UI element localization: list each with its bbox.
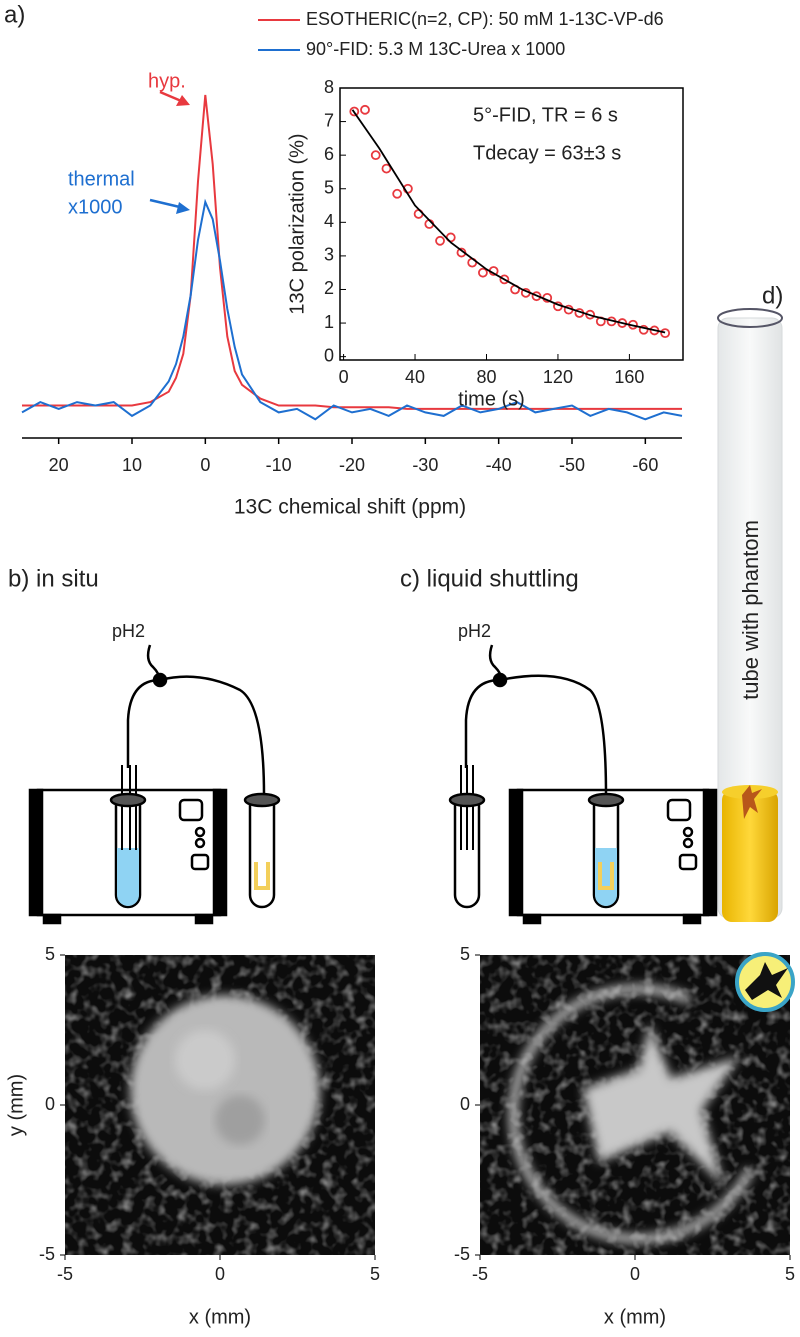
y-tick-label: 6 xyxy=(324,144,334,164)
legend-label: 90°-FID: 5.3 M 13C-Urea x 1000 xyxy=(306,39,565,59)
y-tick-label: 0 xyxy=(45,1094,55,1114)
annotation: thermal xyxy=(68,168,135,190)
fit-line xyxy=(351,109,666,334)
y-tick-label: 5 xyxy=(460,944,470,964)
annotation: hyp. xyxy=(148,70,186,92)
y-tick-label: -5 xyxy=(39,1244,55,1264)
annotation: Tdecay = 63±3 s xyxy=(473,142,621,164)
x-tick-label: -5 xyxy=(57,1264,73,1284)
y-tick-label: -5 xyxy=(454,1244,470,1264)
data-point xyxy=(370,150,381,161)
data-point xyxy=(499,274,510,285)
arrowhead xyxy=(176,95,190,106)
gas-label: pH2 xyxy=(112,621,145,641)
panel-label: b) in situ xyxy=(8,565,99,592)
y-axis-label: y (mm) xyxy=(5,1074,27,1136)
x-tick-label: 40 xyxy=(405,367,425,387)
x-tick-label: 0 xyxy=(339,367,349,387)
plot-frame xyxy=(339,87,684,361)
data-point xyxy=(392,188,403,199)
annotation: x1000 xyxy=(68,196,123,218)
mri-image xyxy=(480,952,795,1255)
tube-label: tube with phantom xyxy=(738,520,763,700)
x-tick-label: 10 xyxy=(122,455,142,475)
data-point xyxy=(435,235,445,246)
panel-label: a) xyxy=(4,1,25,28)
setup-diagram xyxy=(448,644,718,925)
y-tick-label: 5 xyxy=(324,177,334,197)
panel-label: c) liquid shuttling xyxy=(400,565,579,592)
x-tick-label: -5 xyxy=(472,1264,488,1284)
x-tick-label: 0 xyxy=(215,1264,225,1284)
x-tick-label: 20 xyxy=(49,455,69,475)
x-tick-label: -60 xyxy=(632,455,658,475)
x-axis-label: x (mm) xyxy=(189,1306,251,1328)
data-point xyxy=(638,324,649,335)
setup-diagram xyxy=(28,644,281,925)
y-tick-label: 5 xyxy=(45,944,55,964)
spectrum-line xyxy=(21,198,683,421)
y-tick-label: 3 xyxy=(324,245,334,265)
x-tick-label: 5 xyxy=(370,1264,380,1284)
x-tick-label: 80 xyxy=(476,367,496,387)
y-tick-label: 8 xyxy=(324,77,334,97)
x-tick-label: 0 xyxy=(630,1264,640,1284)
x-tick-label: 5 xyxy=(785,1264,795,1284)
x-tick-label: -50 xyxy=(559,455,585,475)
panel-label: d) xyxy=(762,282,783,309)
y-tick-label: 7 xyxy=(324,110,334,130)
x-tick-label: -30 xyxy=(412,455,438,475)
x-axis-label: time (s) xyxy=(458,388,525,410)
data-point xyxy=(531,291,542,302)
legend-label: ESOTHERIC(n=2, CP): 50 mM 1-13C-VP-d6 xyxy=(306,9,664,29)
gas-label: pH2 xyxy=(458,621,491,641)
data-point xyxy=(349,106,360,117)
data-point xyxy=(660,328,671,339)
y-tick-label: 2 xyxy=(324,278,334,298)
mri-image xyxy=(65,955,375,1255)
x-tick-label: 0 xyxy=(200,455,210,475)
x-tick-label: -10 xyxy=(266,455,292,475)
y-tick-label: 4 xyxy=(324,211,334,231)
x-axis-label: x (mm) xyxy=(604,1306,666,1328)
data-point xyxy=(381,163,392,174)
y-tick-label: 0 xyxy=(324,345,334,365)
arrowhead xyxy=(176,202,190,214)
annotation: 5°-FID, TR = 6 s xyxy=(473,104,618,126)
tube-illustration xyxy=(717,308,783,922)
x-tick-label: -40 xyxy=(486,455,512,475)
x-tick-label: 160 xyxy=(614,367,644,387)
y-axis-label: 13C polarization (%) xyxy=(286,133,308,314)
x-axis-label: 13C chemical shift (ppm) xyxy=(234,496,466,519)
x-tick-label: 120 xyxy=(543,367,573,387)
y-tick-label: 1 xyxy=(324,312,334,332)
data-point xyxy=(478,267,488,278)
y-tick-label: 0 xyxy=(460,1094,470,1114)
x-tick-label: -20 xyxy=(339,455,365,475)
data-point xyxy=(360,104,370,115)
